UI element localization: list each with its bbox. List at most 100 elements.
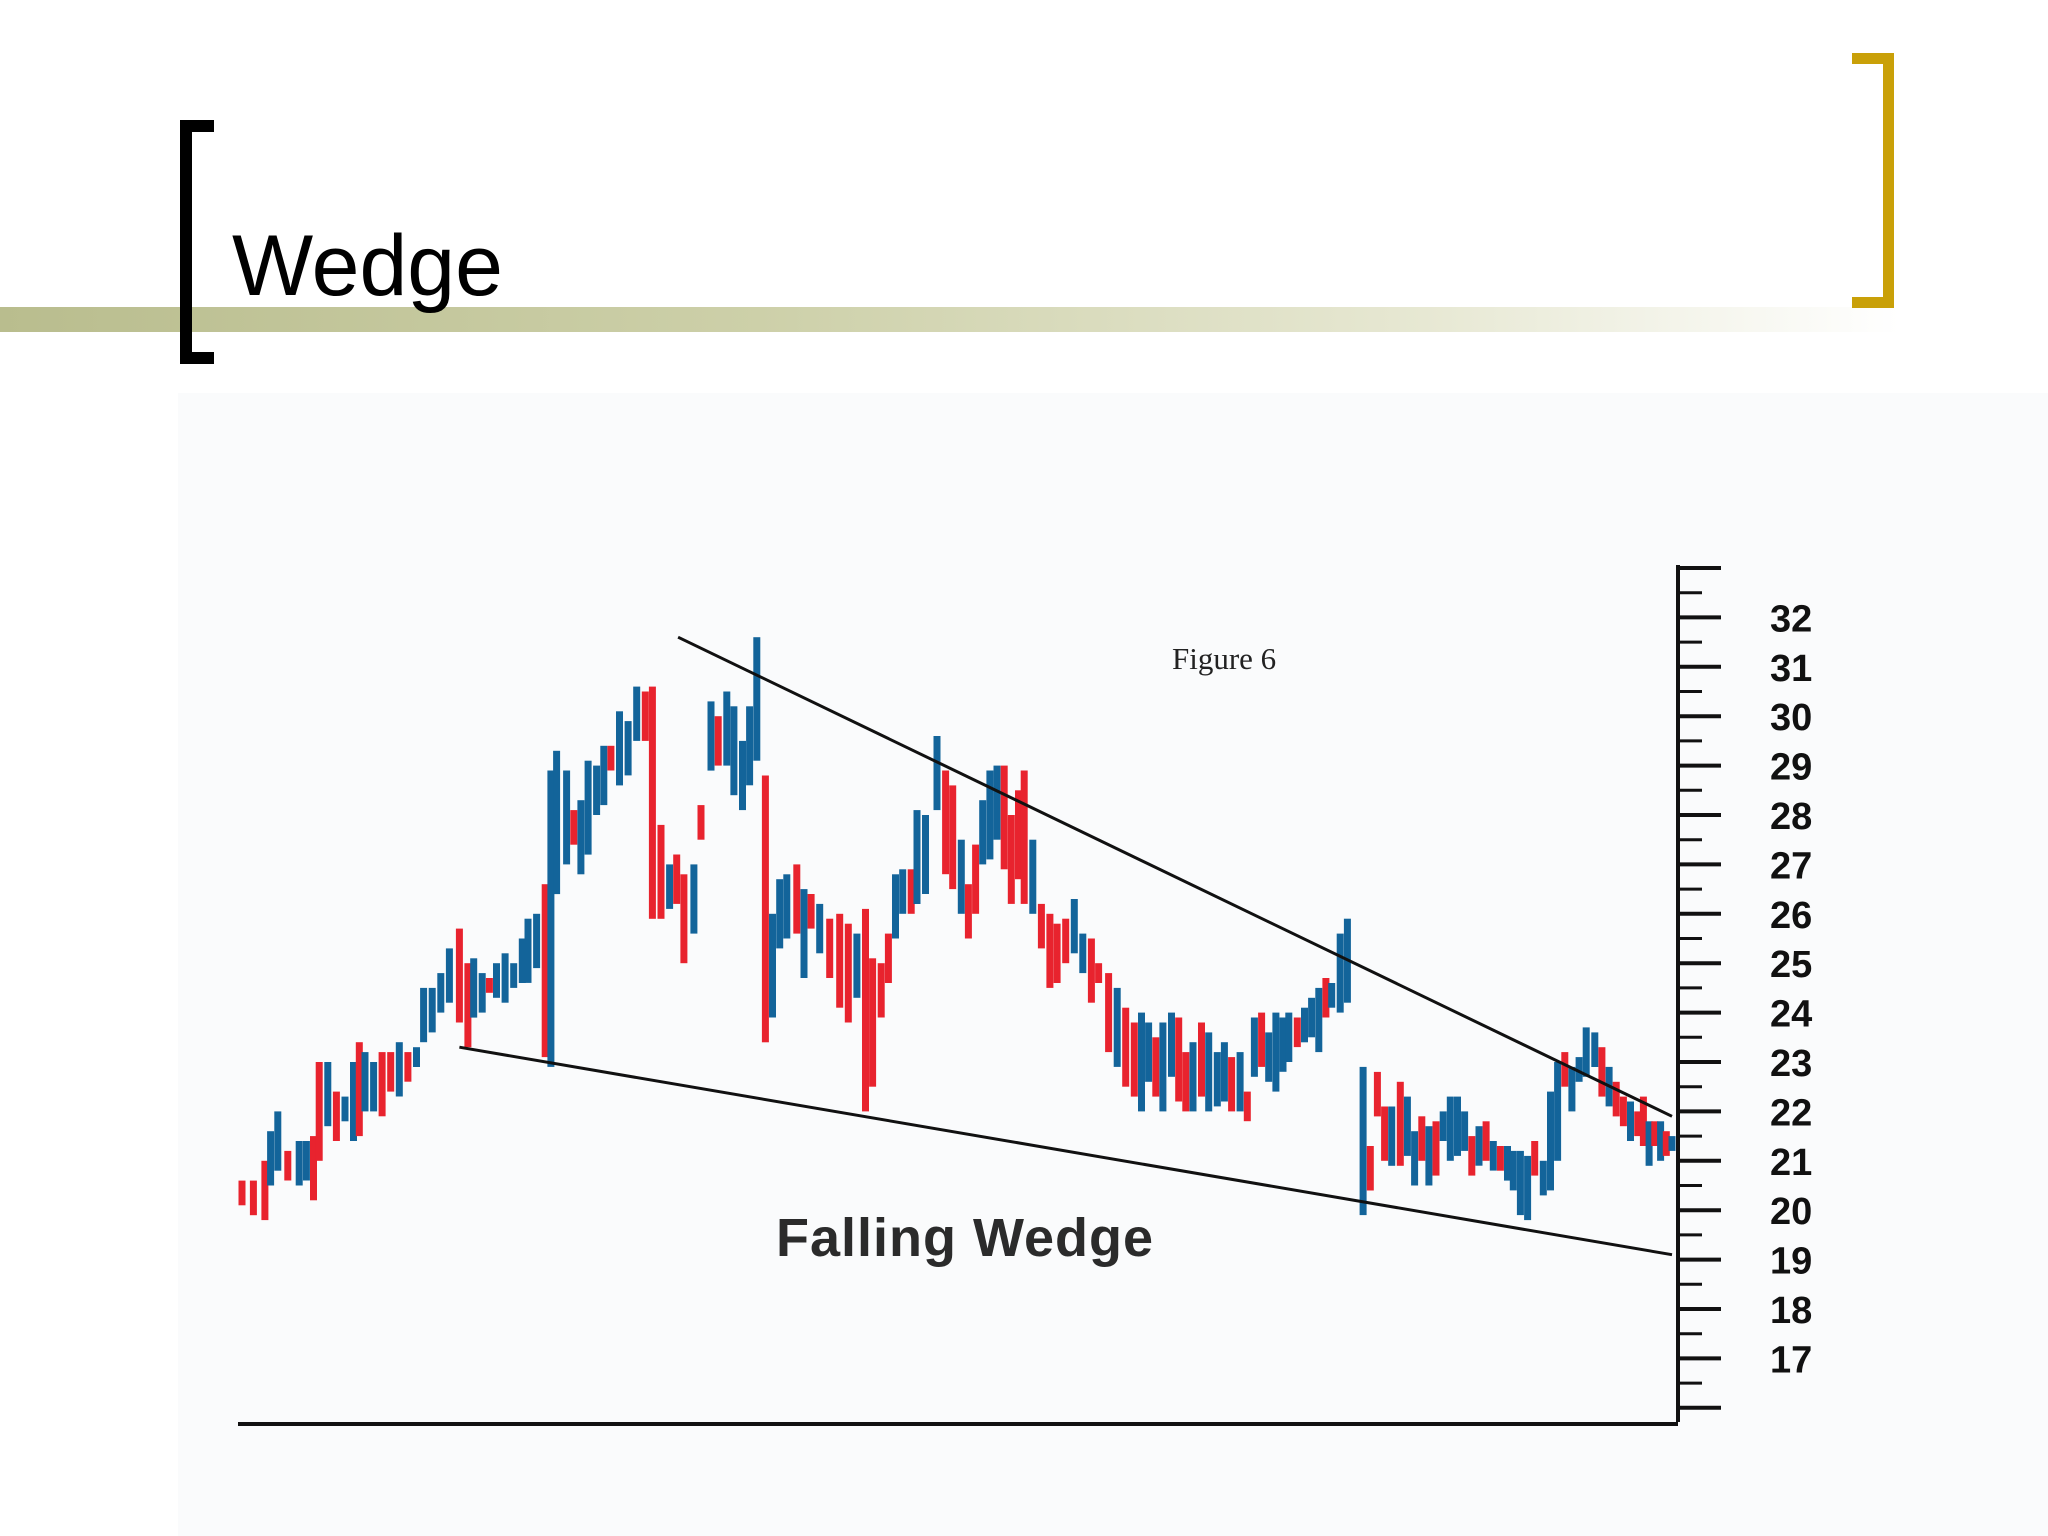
price-bar xyxy=(793,864,801,934)
price-bar xyxy=(533,913,541,969)
y-tick-label: 29 xyxy=(1770,747,1812,789)
price-bar xyxy=(1554,1062,1562,1161)
price-bar xyxy=(1258,1012,1266,1067)
price-bar xyxy=(1489,1141,1497,1171)
price-bar xyxy=(690,864,698,934)
price-bar xyxy=(1336,933,1344,1013)
price-bar xyxy=(826,918,834,978)
price-bar xyxy=(249,1180,257,1216)
price-bar xyxy=(1213,1052,1221,1107)
price-bar xyxy=(284,1150,292,1181)
price-bar xyxy=(1668,1136,1676,1151)
price-bar xyxy=(776,879,784,949)
price-bar xyxy=(485,978,493,993)
price-bar xyxy=(1070,899,1078,954)
price-bar xyxy=(464,963,472,1048)
price-bar xyxy=(1591,1032,1599,1067)
price-bar xyxy=(1454,1096,1461,1156)
price-bar xyxy=(853,933,861,998)
price-bar xyxy=(1113,987,1121,1067)
price-bar xyxy=(1079,933,1087,974)
price-bar xyxy=(1461,1111,1469,1151)
price-bar xyxy=(933,736,941,811)
price-bar xyxy=(1662,1131,1670,1156)
price-bar xyxy=(1205,1032,1213,1112)
price-bar xyxy=(844,923,852,1023)
price-bar xyxy=(1000,765,1008,870)
price-bar xyxy=(1182,1052,1190,1112)
right-bracket-ornament xyxy=(1852,53,1894,308)
price-bar xyxy=(524,918,532,983)
price-bar xyxy=(1293,1017,1301,1048)
price-bar xyxy=(1095,963,1103,983)
price-bar xyxy=(274,1111,282,1171)
price-bar xyxy=(1425,1126,1433,1186)
y-tick-label: 30 xyxy=(1770,697,1812,739)
price-bar xyxy=(493,963,500,998)
price-bar xyxy=(1168,1012,1175,1077)
price-bar xyxy=(964,884,972,939)
price-bar xyxy=(577,800,585,875)
price-bar xyxy=(455,928,463,1023)
price-bar xyxy=(600,745,608,806)
price-bar xyxy=(267,1131,275,1186)
price-bar xyxy=(949,785,957,890)
price-bar xyxy=(922,815,929,894)
price-bar xyxy=(501,953,509,1003)
price-bar xyxy=(1651,1121,1659,1146)
price-bar xyxy=(1062,918,1070,964)
price-bar xyxy=(697,805,705,840)
price-bar xyxy=(869,958,877,1087)
y-tick-label: 22 xyxy=(1770,1092,1812,1134)
price-bar xyxy=(1159,1022,1167,1112)
price-bar xyxy=(1243,1091,1251,1122)
price-bars xyxy=(238,637,1676,1221)
price-bar xyxy=(518,938,526,983)
price-bar xyxy=(470,958,478,1018)
price-bar xyxy=(673,854,681,904)
lower-trendline xyxy=(459,1045,1673,1257)
price-bar xyxy=(714,716,722,766)
price-bar xyxy=(641,691,649,741)
price-bar xyxy=(1308,997,1316,1038)
price-axis: 17 18 19 20 21 22 23 24 25 26 27 28 29 30 31 32 xyxy=(238,565,1812,1426)
price-bar xyxy=(302,1141,310,1181)
price-bar xyxy=(730,706,738,796)
price-bar xyxy=(378,1052,386,1117)
price-bar xyxy=(979,800,987,865)
price-bar xyxy=(1482,1121,1490,1161)
price-bar xyxy=(1468,1136,1476,1176)
price-bar xyxy=(800,889,808,978)
price-bar xyxy=(913,810,921,904)
price-bar xyxy=(420,987,428,1043)
price-bar xyxy=(739,740,746,811)
price-bar xyxy=(361,1052,369,1112)
price-bar xyxy=(1509,1150,1517,1191)
price-bar xyxy=(1220,1042,1228,1102)
price-bar xyxy=(753,637,761,761)
y-tick-label: 18 xyxy=(1770,1290,1812,1332)
price-bar xyxy=(836,913,844,1008)
price-bar xyxy=(680,874,688,964)
price-bar xyxy=(310,1136,317,1201)
price-bar xyxy=(341,1096,349,1122)
chart-image-panel xyxy=(178,393,2048,1536)
y-tick-label: 23 xyxy=(1770,1043,1812,1085)
price-bar xyxy=(1105,973,1113,1053)
price-bar xyxy=(1403,1096,1411,1156)
price-bar xyxy=(1279,1017,1287,1072)
price-bar xyxy=(584,760,592,855)
price-bar xyxy=(884,933,892,983)
price-bar xyxy=(1531,1141,1539,1176)
price-bar xyxy=(616,711,623,786)
price-bar xyxy=(1432,1121,1440,1176)
price-bar xyxy=(1138,1012,1145,1112)
figure-caption: Figure 6 xyxy=(1172,641,1276,676)
price-bar xyxy=(563,770,571,865)
price-bar xyxy=(746,706,754,786)
falling-wedge-label: Falling Wedge xyxy=(776,1208,1154,1268)
price-bar xyxy=(1504,1146,1511,1181)
price-bar xyxy=(428,987,436,1033)
price-bar xyxy=(1547,1091,1554,1191)
price-bar xyxy=(1575,1057,1583,1082)
